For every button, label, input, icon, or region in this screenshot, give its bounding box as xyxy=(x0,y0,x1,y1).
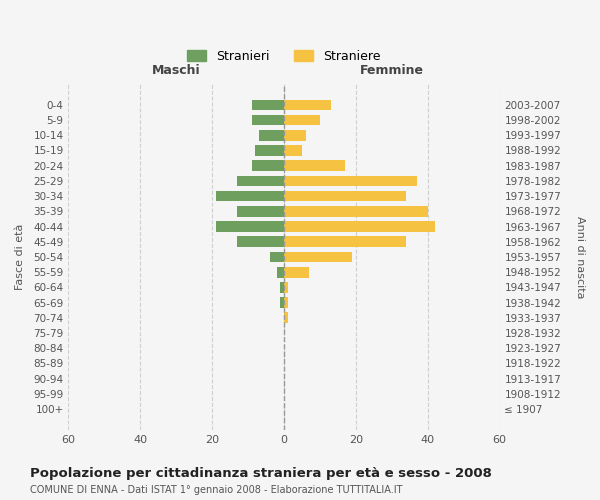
Bar xyxy=(284,176,417,186)
Bar xyxy=(216,221,284,232)
Legend: Stranieri, Straniere: Stranieri, Straniere xyxy=(182,45,386,68)
Bar xyxy=(251,160,284,171)
Bar xyxy=(280,298,284,308)
Bar xyxy=(284,298,287,308)
Bar xyxy=(284,236,406,247)
Text: Maschi: Maschi xyxy=(152,64,200,77)
Bar xyxy=(284,206,428,216)
Bar xyxy=(251,115,284,126)
Bar xyxy=(280,282,284,292)
Bar xyxy=(284,221,435,232)
Bar xyxy=(284,145,302,156)
Bar xyxy=(284,312,287,323)
Text: Femmine: Femmine xyxy=(360,64,424,77)
Bar xyxy=(284,100,331,110)
Bar xyxy=(237,176,284,186)
Bar xyxy=(277,267,284,278)
Bar xyxy=(284,252,352,262)
Bar xyxy=(284,282,287,292)
Bar xyxy=(255,145,284,156)
Y-axis label: Fasce di età: Fasce di età xyxy=(15,224,25,290)
Bar xyxy=(284,191,406,202)
Text: COMUNE DI ENNA - Dati ISTAT 1° gennaio 2008 - Elaborazione TUTTITALIA.IT: COMUNE DI ENNA - Dati ISTAT 1° gennaio 2… xyxy=(30,485,403,495)
Bar xyxy=(284,160,345,171)
Bar xyxy=(237,206,284,216)
Text: Popolazione per cittadinanza straniera per età e sesso - 2008: Popolazione per cittadinanza straniera p… xyxy=(30,467,492,480)
Bar xyxy=(237,236,284,247)
Bar xyxy=(284,115,320,126)
Bar xyxy=(284,130,305,140)
Bar xyxy=(259,130,284,140)
Bar xyxy=(269,252,284,262)
Y-axis label: Anni di nascita: Anni di nascita xyxy=(575,216,585,298)
Bar xyxy=(251,100,284,110)
Bar xyxy=(284,267,309,278)
Bar xyxy=(216,191,284,202)
